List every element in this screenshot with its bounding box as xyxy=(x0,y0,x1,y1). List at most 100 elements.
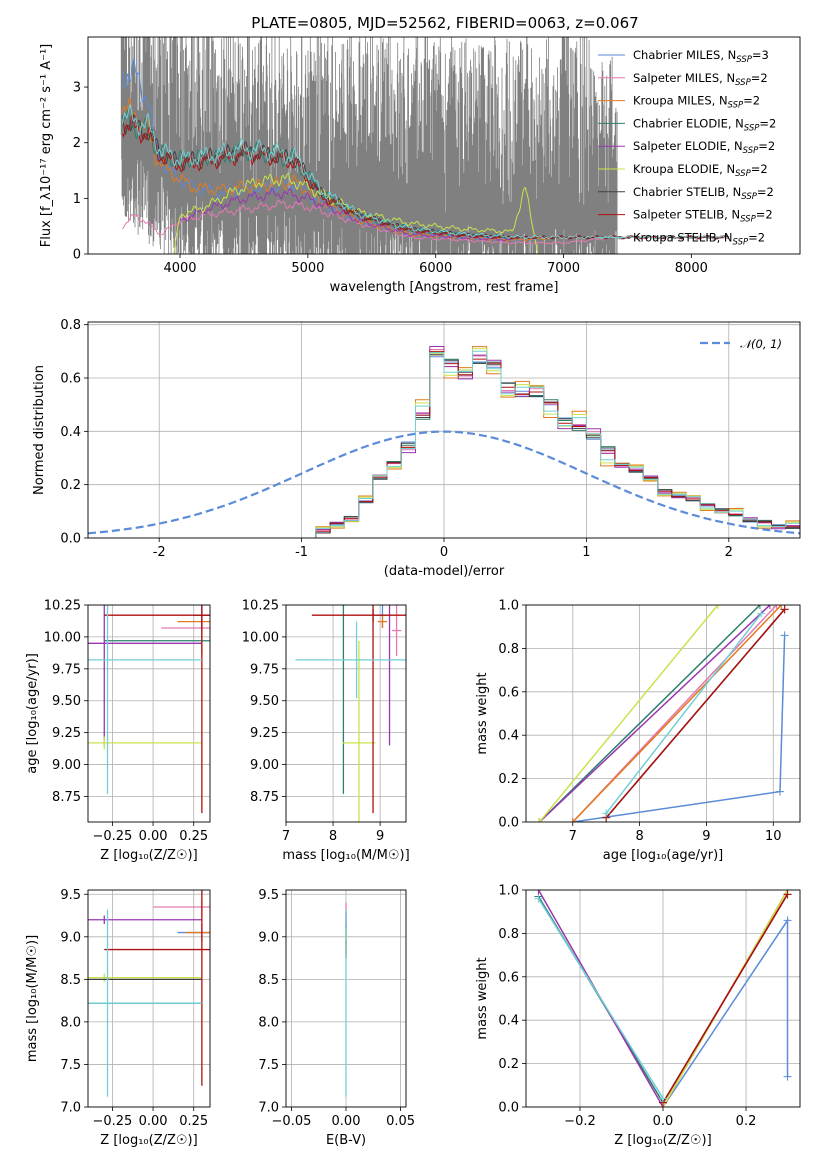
weight-marker xyxy=(534,894,543,903)
weight-marker xyxy=(602,809,611,818)
x-tick-label: −0.25 xyxy=(92,829,132,844)
legend-label: Kroupa ELODIE, NSSP=2 xyxy=(633,162,768,179)
weight-line-salpeter_stelib xyxy=(662,893,789,1104)
weight-marker xyxy=(713,605,722,609)
x-tick-label: -1 xyxy=(295,545,308,560)
point-kroupa_elodie xyxy=(342,640,376,822)
weight-line-kroupa_stelib xyxy=(605,613,762,814)
x-tick-label: -2 xyxy=(153,545,166,560)
x-tick-label: 8 xyxy=(329,829,337,844)
point-salpeter_stelib xyxy=(104,605,210,814)
weight-marker xyxy=(780,631,789,640)
axes-frame xyxy=(285,604,407,823)
weight-marker xyxy=(757,609,766,618)
y-tick-label: 10.00 xyxy=(44,630,81,645)
y-tick-label: 8.5 xyxy=(258,973,279,988)
weight-line-chabrier_elodie xyxy=(538,605,761,822)
legend-label: Kroupa STELIB, NSSP=2 xyxy=(633,230,765,247)
y-tick-label: 0.6 xyxy=(498,685,519,700)
x-tick-label: 7 xyxy=(569,829,577,844)
y-tick-label: 9.25 xyxy=(52,726,81,741)
x-tick-label: 0.05 xyxy=(386,1114,415,1129)
point-salpeter_elodie xyxy=(88,915,202,925)
y-tick-label: 8.5 xyxy=(60,973,81,988)
weight-marker xyxy=(783,1072,792,1081)
x-tick-label: 0.2 xyxy=(736,1114,757,1129)
axes-frame xyxy=(285,889,407,1108)
point-kroupa_elodie xyxy=(88,736,202,750)
legend: Chabrier MILES, NSSP=3 Salpeter MILES, NS… xyxy=(598,48,776,247)
y-tick-label: 0.4 xyxy=(498,1014,519,1029)
weight-marker xyxy=(659,1094,667,1103)
y-tick-label: 10.00 xyxy=(242,630,279,645)
model-line-kroupa_stelib xyxy=(122,104,730,240)
y-tick-label: 0.0 xyxy=(498,816,519,831)
y-tick-label: 7.5 xyxy=(258,1058,279,1073)
x-tick-label: 1 xyxy=(582,545,590,560)
panel-residuals: -2 -1 0 1 2 0.0 0.2 0.4 0.6 0.8 (data-model)/error… xyxy=(32,318,801,579)
x-tick-label: 0 xyxy=(440,545,448,560)
y-axis-label: mass weight xyxy=(475,672,490,754)
y-tick-label: 0.2 xyxy=(498,772,519,787)
panel-mass_vs_ebv: −0.05 0.00 0.05 7.0 7.5 8.0 8.5 9.0 9.5 E(B-V) xyxy=(258,888,415,1148)
plot-area xyxy=(526,605,800,822)
weight-line-salpeter_elodie xyxy=(538,605,771,822)
x-axis-label: (data-model)/error xyxy=(384,564,505,579)
y-tick-label: 0.8 xyxy=(60,318,81,333)
axes-frame xyxy=(87,321,801,539)
y-tick-label: 0 xyxy=(73,248,81,263)
y-tick-label: 9.5 xyxy=(60,888,81,903)
legend-label: Chabrier MILES, NSSP=3 xyxy=(633,48,769,65)
y-tick-label: 0.2 xyxy=(498,1057,519,1072)
x-axis-label: Z [log₁₀(Z/Z☉)] xyxy=(100,1133,197,1148)
x-tick-label: 9 xyxy=(702,829,710,844)
weight-marker xyxy=(534,890,543,894)
x-tick-label: 7000 xyxy=(547,261,580,276)
y-tick-label: 0.0 xyxy=(60,532,81,547)
panel-mass_vs_Z: −0.25 0.00 0.25 7.0 7.5 8.0 8.5 9.0 9.5 Z [log₁₀(… xyxy=(25,888,211,1148)
weight-marker xyxy=(765,605,774,609)
x-tick-label: 0.25 xyxy=(179,829,208,844)
y-tick-label: 8.0 xyxy=(258,1015,279,1030)
y-tick-label: 7.0 xyxy=(60,1101,81,1116)
x-tick-label: 7 xyxy=(282,829,290,844)
x-axis-label: age [log₁₀(age/yr)] xyxy=(603,848,724,863)
legend-label: Kroupa MILES, NSSP=2 xyxy=(633,94,760,111)
y-axis-label: mass weight xyxy=(475,957,490,1039)
y-axis-label: age [log₁₀(age/yr)] xyxy=(25,653,40,774)
x-axis-label: Z [log₁₀(Z/Z☉)] xyxy=(100,848,197,863)
x-tick-label: −0.25 xyxy=(92,1114,132,1129)
x-tick-label: 2 xyxy=(725,545,733,560)
legend-label: Salpeter MILES, NSSP=2 xyxy=(633,71,768,88)
histogram-kroupa_stelib xyxy=(315,350,800,538)
axes-frame xyxy=(87,36,801,255)
panel-age_vs_Z: −0.25 0.00 0.25 8.75 9.00 9.25 9.50 9.75 10.00 10… xyxy=(25,599,211,863)
y-tick-label: 0.0 xyxy=(498,1101,519,1116)
x-axis-label: E(B-V) xyxy=(326,1133,366,1148)
y-axis-label: mass [log₁₀(M/M☉)] xyxy=(25,935,40,1062)
weight-line-salpeter_stelib xyxy=(605,608,786,819)
x-axis-label: mass [log₁₀(M/M☉)] xyxy=(282,848,409,863)
point-salpeter_stelib xyxy=(104,890,210,1086)
y-tick-label: 9.50 xyxy=(250,694,279,709)
x-tick-label: 0.00 xyxy=(139,1114,168,1129)
y-axis-label: Flux [f_λ10⁻¹⁷ erg cm⁻² s⁻¹ A⁻¹] xyxy=(39,44,54,248)
x-axis-label: Z [log₁₀(Z/Z☉)] xyxy=(614,1133,711,1148)
y-tick-label: 8.75 xyxy=(250,790,279,805)
plot-area xyxy=(120,37,730,254)
y-tick-label: 8.75 xyxy=(52,790,81,805)
y-tick-label: 3 xyxy=(73,81,81,96)
x-tick-label: 8 xyxy=(635,829,643,844)
y-tick-label: 8.0 xyxy=(60,1015,81,1030)
model-line-salpeter_stelib xyxy=(122,114,730,240)
x-tick-label: 6000 xyxy=(419,261,452,276)
axes-frame xyxy=(87,604,211,823)
y-tick-label: 1 xyxy=(73,192,81,207)
x-tick-label: 4000 xyxy=(163,261,196,276)
point-kroupa_elodie xyxy=(88,973,202,982)
y-tick-label: 9.50 xyxy=(52,694,81,709)
plot-area xyxy=(286,605,406,822)
plot-area xyxy=(286,890,406,1107)
weight-marker xyxy=(772,605,781,609)
